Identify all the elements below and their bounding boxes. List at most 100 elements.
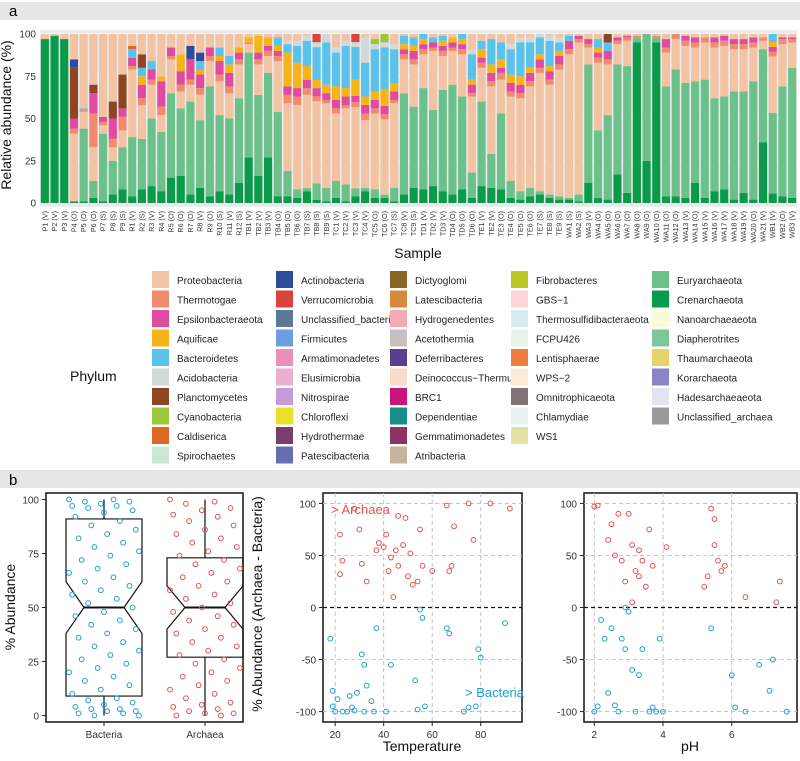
legend-label: Actinobacteria bbox=[301, 276, 365, 287]
data-point bbox=[176, 652, 183, 658]
x-tick-label: TC6 (O) bbox=[380, 211, 389, 237]
y-tick-label: 100 bbox=[22, 495, 39, 506]
panel-b-strip bbox=[0, 470, 800, 488]
data-point bbox=[136, 647, 142, 654]
legend-label: Elusimicrobia bbox=[301, 374, 361, 385]
bar-segment bbox=[99, 125, 108, 134]
bar-segment bbox=[691, 47, 700, 82]
data-point bbox=[742, 594, 749, 600]
bar-segment bbox=[283, 170, 292, 197]
data-point bbox=[91, 643, 98, 650]
bar-segment bbox=[788, 34, 797, 38]
bar-segment bbox=[293, 45, 302, 63]
x-tick-label: WA4 (O) bbox=[594, 211, 603, 239]
legend-label: Latescibacteria bbox=[415, 296, 483, 307]
x-tick-label: TC9 (S) bbox=[409, 211, 418, 236]
bar-segment bbox=[263, 50, 273, 56]
data-point bbox=[88, 706, 95, 712]
bar-segment bbox=[302, 94, 311, 188]
legend-item: Nitrospirae bbox=[276, 388, 350, 405]
bar-segment bbox=[128, 137, 137, 197]
x-tick-label: P6 (O) bbox=[89, 211, 98, 232]
data-point bbox=[179, 574, 186, 581]
bar-segment bbox=[448, 84, 457, 195]
x-tick-label: WA1 (S) bbox=[564, 211, 573, 238]
bar-segment bbox=[370, 34, 379, 40]
legend-swatch bbox=[652, 407, 669, 425]
bar-segment bbox=[720, 45, 729, 97]
data-point bbox=[711, 516, 718, 522]
bar-segment bbox=[166, 47, 176, 56]
bar-segment bbox=[593, 57, 603, 63]
legend-label: Dependentiae bbox=[415, 413, 478, 424]
temperature-grid: 20 40 60 80 -100 -50 0 50 100 bbox=[296, 493, 522, 741]
legend-swatch bbox=[511, 290, 528, 308]
data-point bbox=[363, 682, 370, 689]
data-point bbox=[170, 608, 177, 615]
y-tick-label: 75 bbox=[28, 549, 40, 560]
bar-segment bbox=[448, 194, 457, 203]
data-point bbox=[363, 578, 370, 585]
data-point bbox=[78, 656, 85, 663]
bar-segment bbox=[603, 34, 612, 43]
bar-segment bbox=[487, 187, 496, 203]
data-point bbox=[701, 583, 708, 590]
legend-item: Nanoarchaeaeota bbox=[652, 310, 757, 327]
bar-segment bbox=[467, 96, 476, 173]
legend-item: Chlamydiae bbox=[511, 407, 589, 425]
legend-swatch bbox=[652, 329, 669, 347]
data-point bbox=[75, 535, 82, 542]
bar-segment bbox=[60, 39, 69, 203]
bar-segment bbox=[768, 46, 777, 52]
data-point bbox=[334, 696, 341, 702]
x-tick-label: Bacteria bbox=[86, 730, 123, 741]
data-point bbox=[773, 599, 780, 606]
bar-segment bbox=[137, 76, 146, 85]
bar-segment bbox=[496, 67, 506, 73]
x-tick-label: TE6 (O) bbox=[526, 211, 535, 237]
bar-stack bbox=[623, 34, 632, 203]
legend-item: Thermosulfidibacteraeota bbox=[511, 310, 649, 327]
bar-segment bbox=[254, 34, 263, 36]
bar-segment bbox=[506, 91, 515, 97]
bar-segment bbox=[234, 47, 244, 53]
bar-segment bbox=[409, 34, 418, 38]
bar-segment bbox=[428, 42, 438, 48]
data-point bbox=[72, 613, 79, 620]
data-point bbox=[392, 547, 399, 554]
data-point bbox=[742, 708, 749, 715]
bar-segment bbox=[89, 197, 98, 203]
bar-segment bbox=[225, 118, 234, 195]
bar-segment bbox=[613, 34, 622, 38]
data-point bbox=[721, 562, 728, 569]
data-point bbox=[117, 518, 123, 524]
legend-label: Thaumarchaeota bbox=[677, 354, 753, 365]
bar-stack bbox=[467, 34, 476, 203]
bar-segment bbox=[691, 37, 700, 43]
x-tick-label: TB6 (O) bbox=[293, 211, 302, 237]
bar-segment bbox=[69, 59, 79, 68]
bar-stack bbox=[496, 34, 506, 203]
legend-swatch bbox=[511, 349, 528, 366]
bar-stack bbox=[642, 34, 651, 203]
x-tick-label: TE7 (S) bbox=[535, 211, 544, 236]
box-bacteria: Bacteria bbox=[65, 496, 143, 741]
legend-label: Caldiserica bbox=[177, 432, 227, 443]
bar-segment bbox=[390, 99, 399, 104]
bar-segment bbox=[196, 34, 205, 53]
boxplot-marks: Bacteria Archaea bbox=[65, 496, 244, 741]
bar-segment bbox=[419, 189, 428, 203]
bar-segment bbox=[428, 110, 438, 187]
bar-stack bbox=[147, 34, 156, 203]
bar-segment bbox=[477, 62, 486, 68]
bar-segment bbox=[234, 64, 244, 99]
legend-swatch bbox=[276, 329, 293, 347]
bar-segment bbox=[458, 44, 467, 50]
legend-swatch bbox=[390, 368, 407, 386]
bar-segment bbox=[545, 66, 554, 72]
x-tick-label: WA9 (O) bbox=[642, 211, 651, 239]
data-point bbox=[409, 581, 416, 588]
x-tick-label: TC7 (S) bbox=[390, 211, 399, 236]
x-tick-label: TD2 (V) bbox=[429, 211, 438, 236]
bar-segment bbox=[555, 199, 564, 203]
